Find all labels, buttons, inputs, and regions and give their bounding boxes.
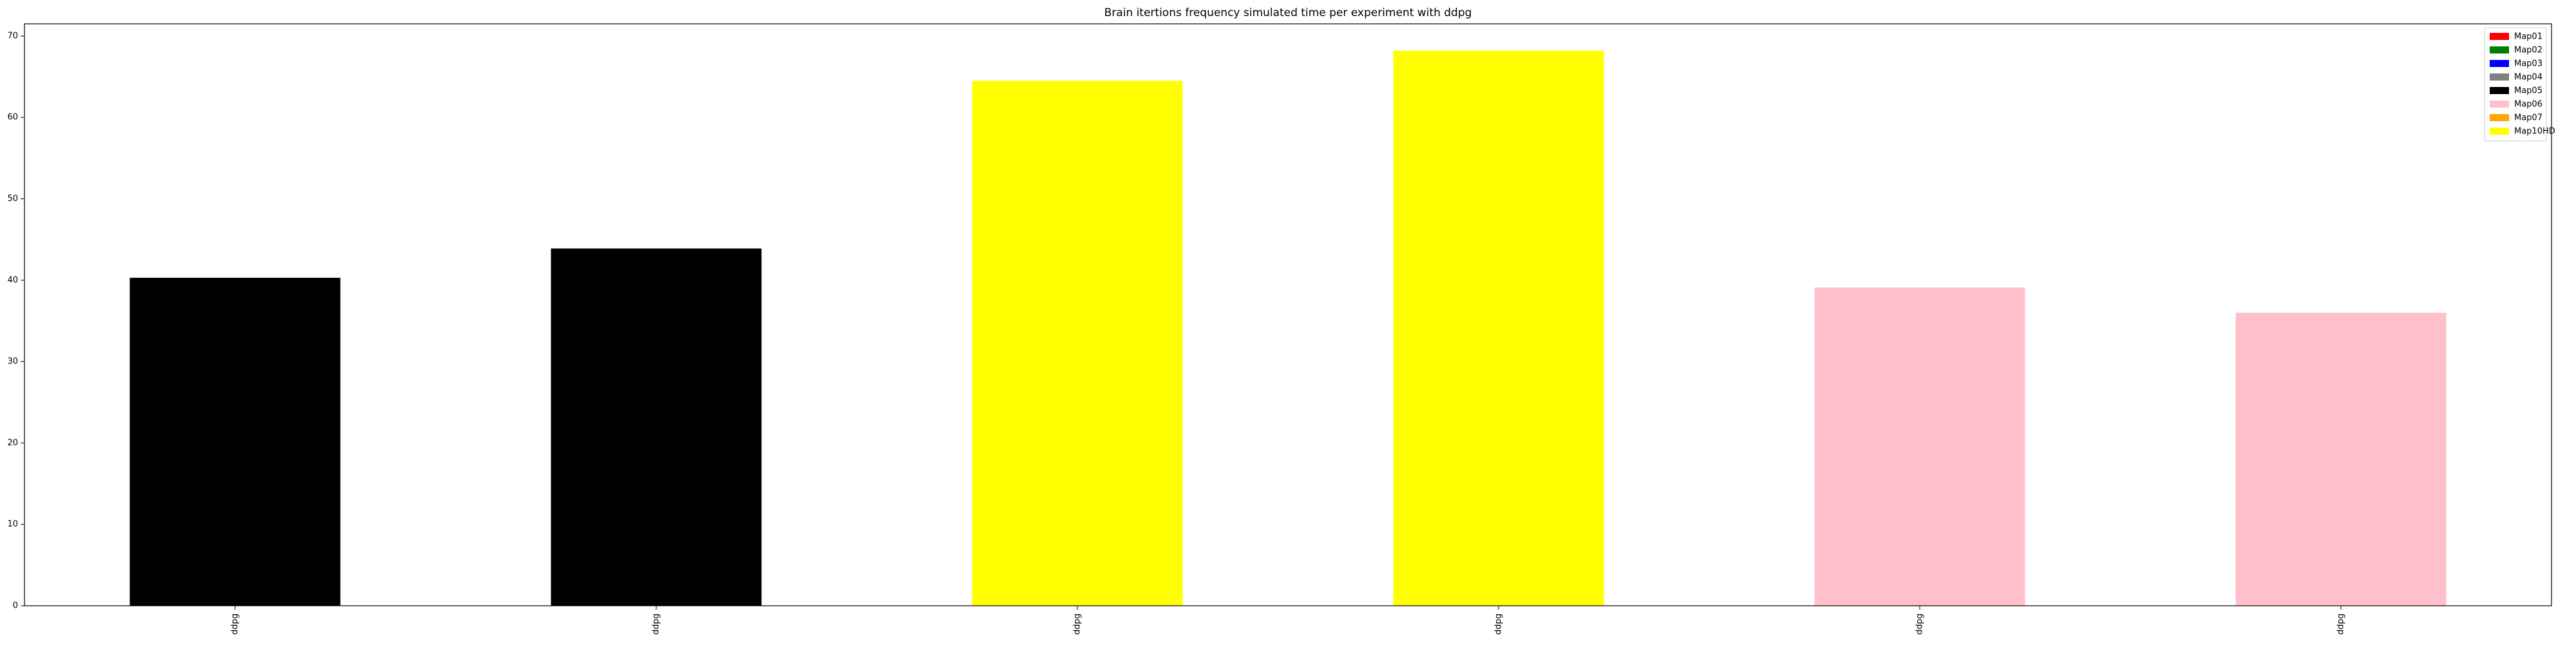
legend-label: Map10HD: [2514, 127, 2555, 137]
bar: [1814, 287, 2025, 606]
legend-label: Map04: [2514, 73, 2543, 82]
y-tick-label: 60: [7, 113, 18, 122]
y-tick-label: 40: [7, 275, 18, 285]
x-tick-label: ddpg: [1915, 613, 1925, 635]
legend-swatch: [2490, 87, 2509, 94]
bar: [551, 248, 762, 606]
chart-title: Brain itertions frequency simulated time…: [1104, 6, 1472, 19]
legend-swatch: [2490, 60, 2509, 67]
x-tick-label: ddpg: [1073, 613, 1083, 635]
y-tick-label: 70: [7, 31, 18, 41]
legend-swatch: [2490, 114, 2509, 121]
y-tick-label: 30: [7, 357, 18, 367]
legend-swatch: [2490, 33, 2509, 40]
legend-swatch: [2490, 101, 2509, 108]
legend-label: Map05: [2514, 86, 2543, 96]
legend-label: Map07: [2514, 113, 2543, 123]
y-tick-label: 50: [7, 194, 18, 204]
y-tick-label: 0: [13, 601, 18, 611]
legend-swatch: [2490, 128, 2509, 135]
y-tick-label: 20: [7, 438, 18, 448]
legend-label: Map06: [2514, 100, 2543, 110]
legend-label: Map02: [2514, 46, 2543, 55]
x-tick-label: ddpg: [1494, 613, 1504, 635]
legend-swatch: [2490, 46, 2509, 53]
plot-frame: [24, 23, 2552, 606]
bar: [972, 81, 1183, 606]
legend-label: Map01: [2514, 32, 2543, 42]
bar: [2235, 313, 2447, 606]
x-tick-label: ddpg: [2336, 613, 2346, 635]
y-tick-label: 10: [7, 519, 18, 529]
legend-label: Map03: [2514, 59, 2543, 69]
bar: [1393, 50, 1604, 606]
legend-swatch: [2490, 73, 2509, 81]
legend-box: [2484, 27, 2547, 142]
bar: [129, 278, 341, 606]
x-tick-label: ddpg: [652, 613, 661, 635]
x-tick-label: ddpg: [231, 613, 240, 635]
